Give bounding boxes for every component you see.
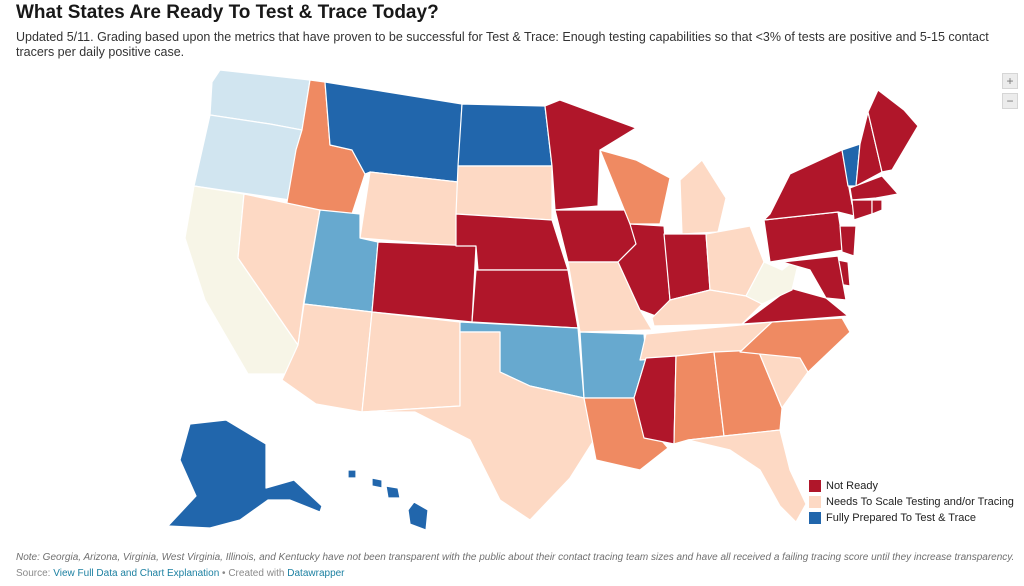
zoom-out-button[interactable]: − [1002,93,1018,109]
legend-item-fully-prepared: Fully Prepared To Test & Trace [809,510,1014,526]
state-MA[interactable] [849,175,899,201]
state-MO[interactable] [567,261,653,333]
legend-item-needs-scale: Needs To Scale Testing and/or Tracing [809,494,1014,510]
state-WI[interactable] [599,149,671,225]
state-FL[interactable] [687,429,807,523]
state-MS[interactable] [633,355,677,445]
source-separator: • Created with [219,568,288,579]
state-ME[interactable] [867,89,919,173]
state-SD[interactable] [455,165,553,221]
state-HI[interactable] [347,469,429,531]
state-AR[interactable] [579,331,647,399]
state-NJ[interactable] [839,225,857,257]
legend: Not Ready Needs To Scale Testing and/or … [809,478,1014,526]
state-RI[interactable] [871,199,883,215]
chart-title: What States Are Ready To Test & Trace To… [16,2,439,23]
legend-swatch [809,480,821,492]
state-ND[interactable] [457,103,553,167]
legend-label: Not Ready [826,480,878,492]
state-WV[interactable] [745,255,801,305]
source-link[interactable]: View Full Data and Chart Explanation [53,568,220,579]
footnote: Note: Georgia, Arizona, Virginia, West V… [16,552,1015,563]
us-map [167,69,919,531]
state-CT[interactable] [851,199,873,221]
legend-label: Needs To Scale Testing and/or Tracing [826,496,1014,508]
source-line: Source: View Full Data and Chart Explana… [16,568,345,579]
state-PA[interactable] [763,211,845,263]
state-MN[interactable] [544,99,637,211]
state-TX[interactable] [361,331,595,521]
datawrapper-link[interactable]: Datawrapper [287,568,345,579]
legend-swatch [809,496,821,508]
state-MD[interactable] [781,255,847,301]
state-AK[interactable] [167,419,323,529]
state-OR[interactable] [193,114,303,201]
state-KS[interactable] [471,269,579,329]
legend-swatch [809,512,821,524]
chart-description: Updated 5/11. Grading based upon the met… [16,30,989,59]
zoom-in-button[interactable]: + [1002,73,1018,89]
legend-label: Fully Prepared To Test & Trace [826,512,976,524]
legend-item-not-ready: Not Ready [809,478,1014,494]
state-NM[interactable] [361,311,461,413]
source-prefix: Source: [16,568,54,579]
state-IN[interactable] [663,233,711,301]
state-MI[interactable] [679,159,727,235]
state-WY[interactable] [359,171,459,247]
state-IA[interactable] [554,209,637,263]
state-CO[interactable] [371,241,477,323]
